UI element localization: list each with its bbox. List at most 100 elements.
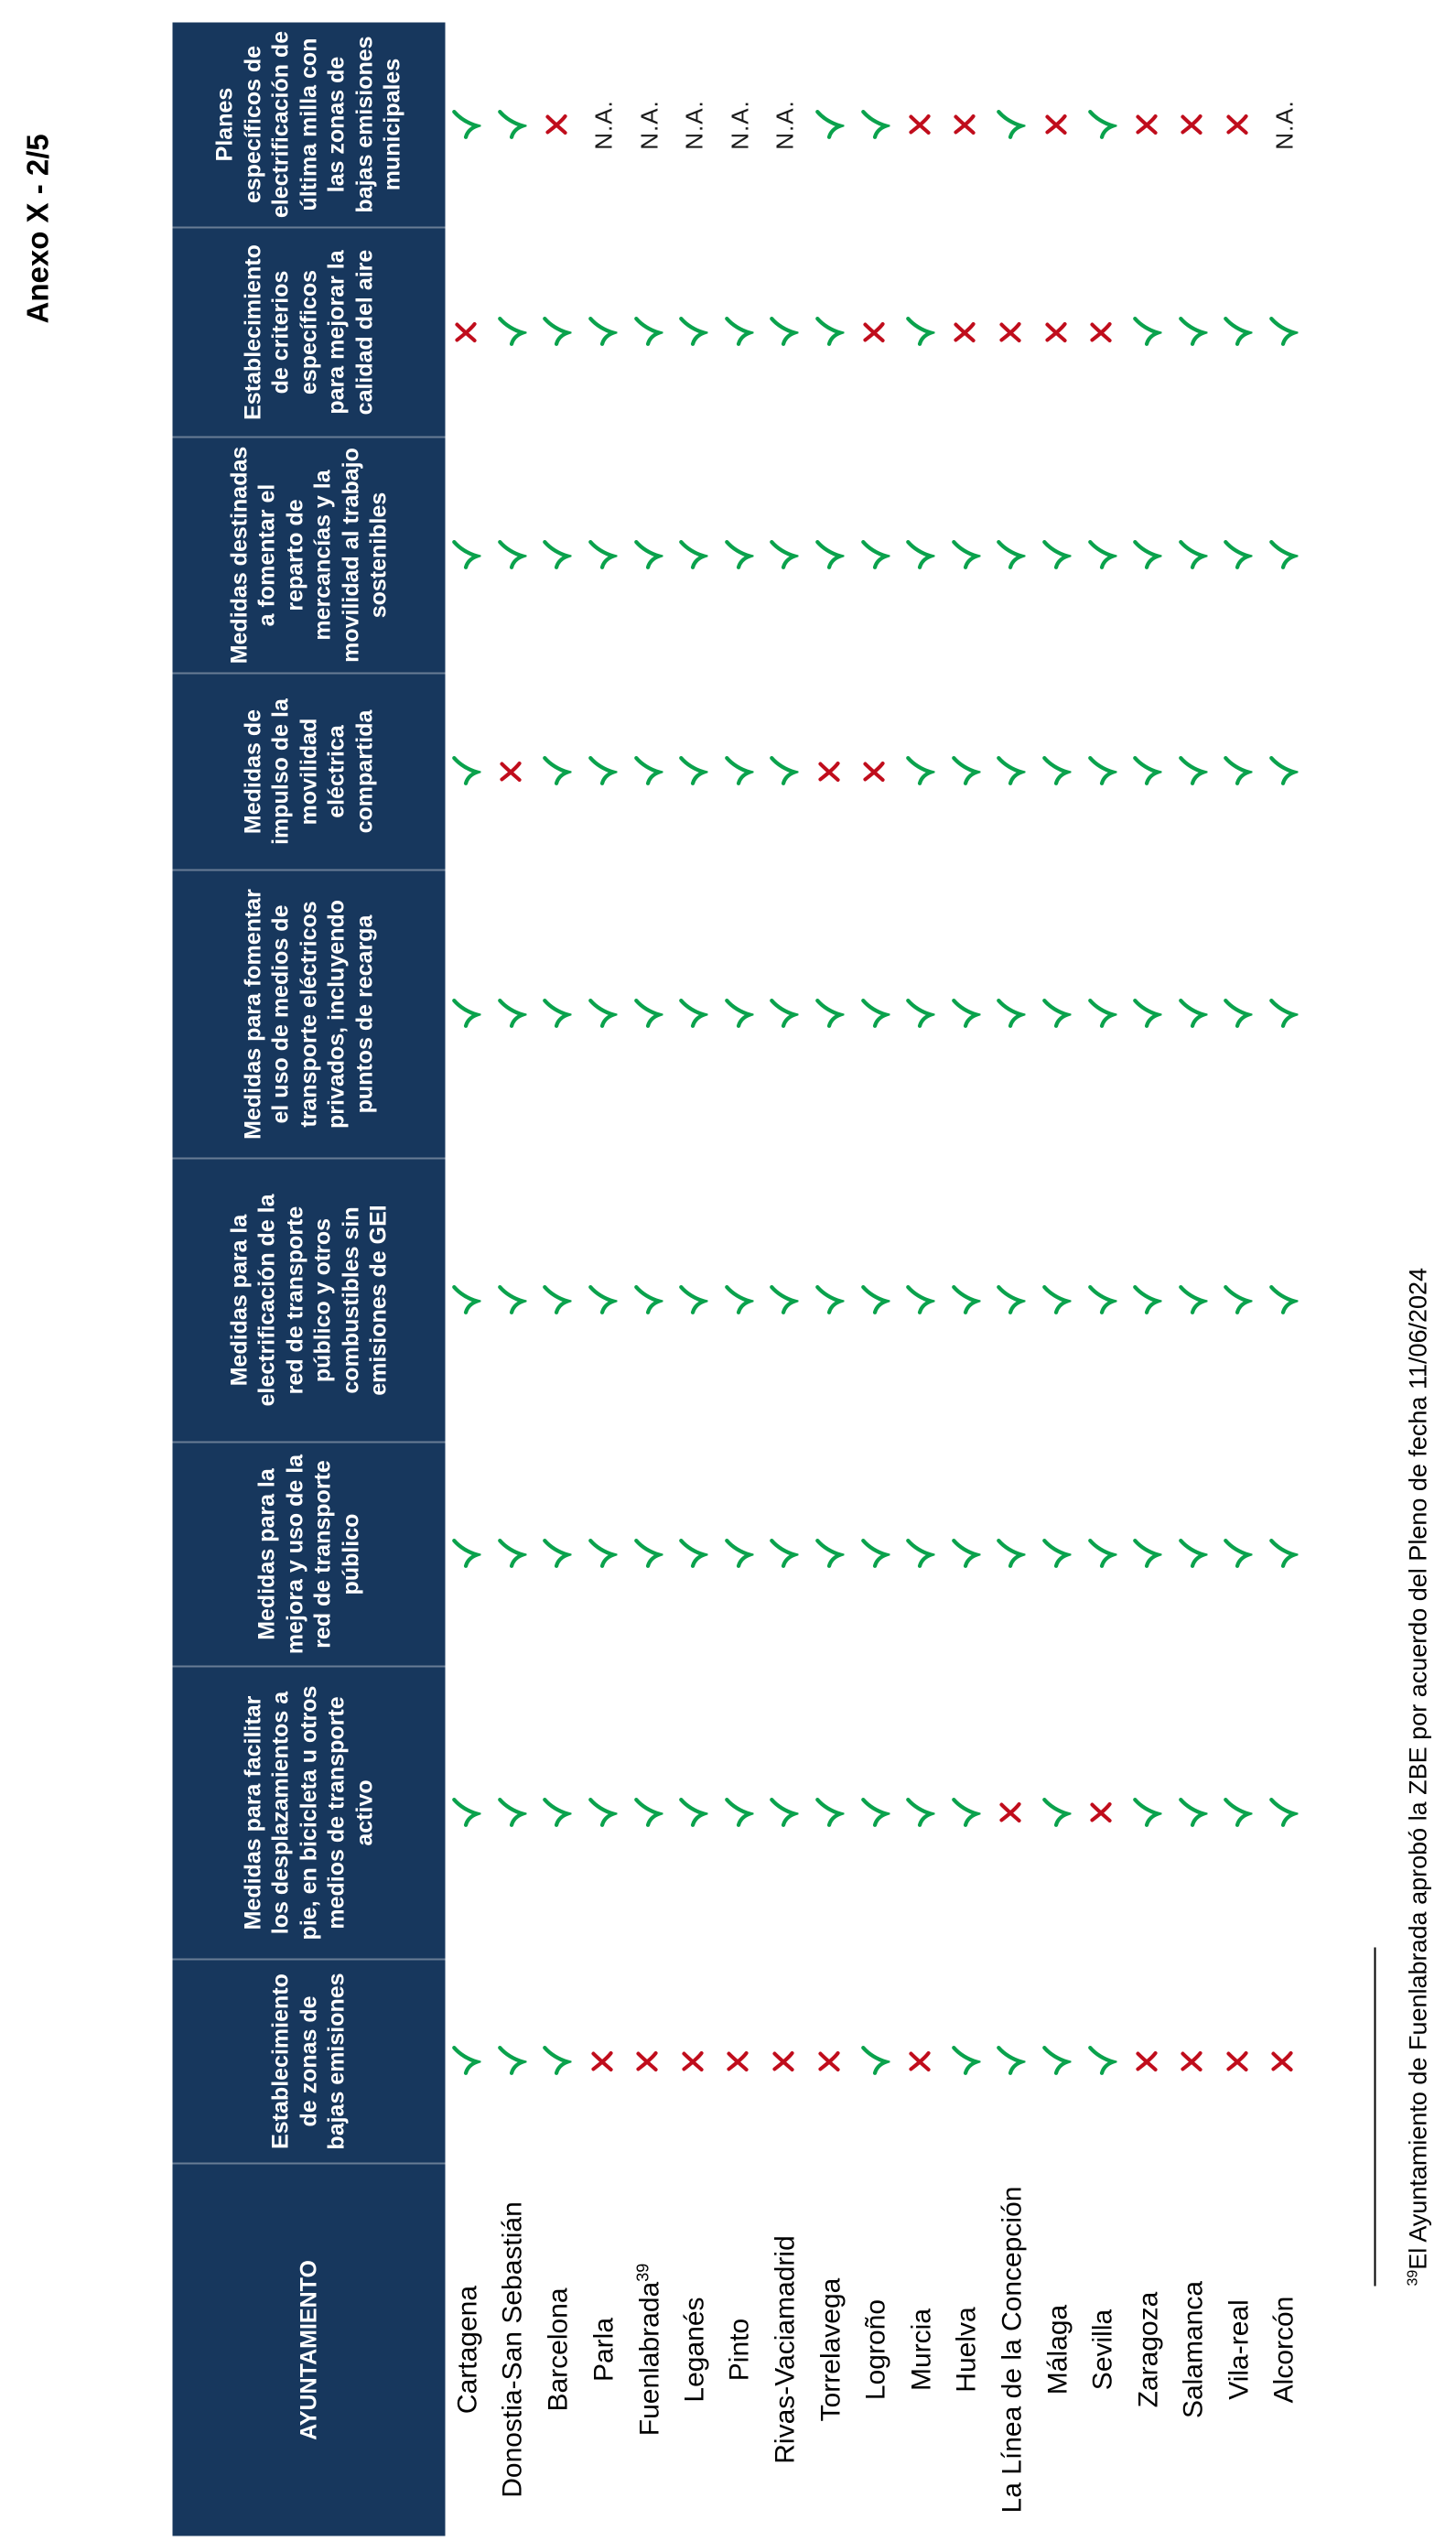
check-icon: [495, 539, 529, 570]
municipality-name: Huelva: [944, 2163, 990, 2536]
cross-icon: [1179, 113, 1203, 137]
cross-icon: [680, 2049, 705, 2073]
cross-icon: [589, 2049, 614, 2073]
cell-check: [1126, 870, 1171, 1158]
municipality-name: Zaragoza: [1126, 2163, 1171, 2536]
column-header-ayuntamiento: AYUNTAMIENTO: [172, 2163, 445, 2536]
cell-check: [944, 1442, 990, 1666]
cell-cross: [1126, 22, 1171, 227]
cell-check: [491, 437, 536, 673]
municipality-label: Málaga: [1041, 2304, 1073, 2395]
check-icon: [994, 2046, 1029, 2077]
check-icon: [631, 756, 665, 787]
cell-check: [762, 227, 808, 437]
check-icon: [949, 1284, 983, 1315]
cell-check: [853, 1442, 899, 1666]
check-icon: [1130, 1539, 1164, 1570]
check-icon: [1267, 756, 1300, 787]
check-icon: [858, 1284, 892, 1315]
annex-page-label: Anexo X - 2/5: [20, 133, 54, 323]
cell-check: [762, 1442, 808, 1666]
cell-check: [1080, 1959, 1126, 2163]
municipality-label: Rivas-Vaciamadrid: [769, 2234, 800, 2464]
check-icon: [949, 1797, 983, 1828]
check-icon: [676, 1284, 710, 1315]
cross-icon: [544, 113, 568, 137]
cell-cross: [1262, 1959, 1308, 2163]
check-icon: [767, 317, 802, 348]
cell-na: N.A.: [626, 22, 672, 227]
cell-cross: [1126, 1959, 1171, 2163]
table-row: Pinto N.A.: [717, 22, 763, 2536]
check-icon: [495, 317, 529, 348]
cell-check: [989, 437, 1035, 673]
cell-cross: [853, 673, 899, 870]
cell-check: [899, 1442, 944, 1666]
cross-icon: [771, 2049, 795, 2073]
check-icon: [1040, 756, 1073, 787]
cross-icon: [1224, 113, 1249, 137]
check-icon: [1267, 1284, 1300, 1315]
cell-check: [1262, 673, 1308, 870]
municipality-label: Sevilla: [1087, 2309, 1118, 2390]
municipality-footnote-ref: 39: [632, 2263, 652, 2282]
check-icon: [1085, 1539, 1119, 1570]
check-icon: [1221, 756, 1256, 787]
municipality-name: Rivas-Vaciamadrid: [762, 2163, 808, 2536]
check-icon: [676, 317, 710, 348]
cell-check: [808, 22, 854, 227]
check-icon: [540, 1797, 575, 1828]
table-body: Cartagena Donostia-San Sebastián Barcelona…: [445, 22, 1307, 2536]
table-row: La Línea de la Concepción: [989, 22, 1035, 2536]
cell-check: [1171, 437, 1217, 673]
municipality-label: Murcia: [905, 2308, 936, 2391]
check-icon: [767, 1284, 802, 1315]
cell-check: [626, 1666, 672, 1959]
na-label: N.A.: [589, 99, 618, 150]
cell-check: [626, 227, 672, 437]
cell-check: [445, 1158, 491, 1442]
check-icon: [1267, 317, 1300, 348]
cell-check: [581, 227, 627, 437]
cell-check: [1216, 1666, 1262, 1959]
check-icon: [586, 1539, 620, 1570]
check-icon: [449, 756, 484, 787]
cell-na: N.A.: [1262, 22, 1308, 227]
check-icon: [949, 2046, 983, 2077]
cell-check: [762, 673, 808, 870]
cell-check: [1035, 437, 1081, 673]
check-icon: [767, 1797, 802, 1828]
cell-cross: [853, 227, 899, 437]
cell-check: [535, 1959, 581, 2163]
cross-icon: [907, 2049, 932, 2073]
cell-check: [1080, 437, 1126, 673]
check-icon: [495, 109, 529, 140]
cell-check: [762, 870, 808, 1158]
cell-check: [717, 1666, 763, 1959]
check-icon: [631, 1797, 665, 1828]
municipality-label: Alcorcón: [1268, 2296, 1300, 2403]
cell-check: [445, 673, 491, 870]
check-icon: [1040, 1797, 1073, 1828]
cell-check: [899, 1666, 944, 1959]
municipality-name: Leganés: [672, 2163, 717, 2536]
cell-check: [491, 1666, 536, 1959]
check-icon: [949, 756, 983, 787]
cell-check: [808, 1442, 854, 1666]
check-icon: [676, 756, 710, 787]
cell-cross: [491, 673, 536, 870]
cell-check: [944, 673, 990, 870]
table-row: Torrelavega: [808, 22, 854, 2536]
column-header-fomento_electricos_privados: Medidas para fomentar el uso de medios d…: [172, 870, 445, 1158]
column-header-reparto_mercancias: Medidas destinadas a fomentar el reparto…: [172, 437, 445, 673]
cell-cross: [899, 22, 944, 227]
cross-icon: [1088, 319, 1113, 344]
cell-cross: [717, 1959, 763, 2163]
table-row: Vila-real: [1216, 22, 1262, 2536]
check-icon: [813, 1797, 847, 1828]
cell-check: [1216, 1442, 1262, 1666]
check-icon: [949, 1539, 983, 1570]
cell-check: [899, 437, 944, 673]
municipality-label: Cartagena: [451, 2285, 482, 2414]
